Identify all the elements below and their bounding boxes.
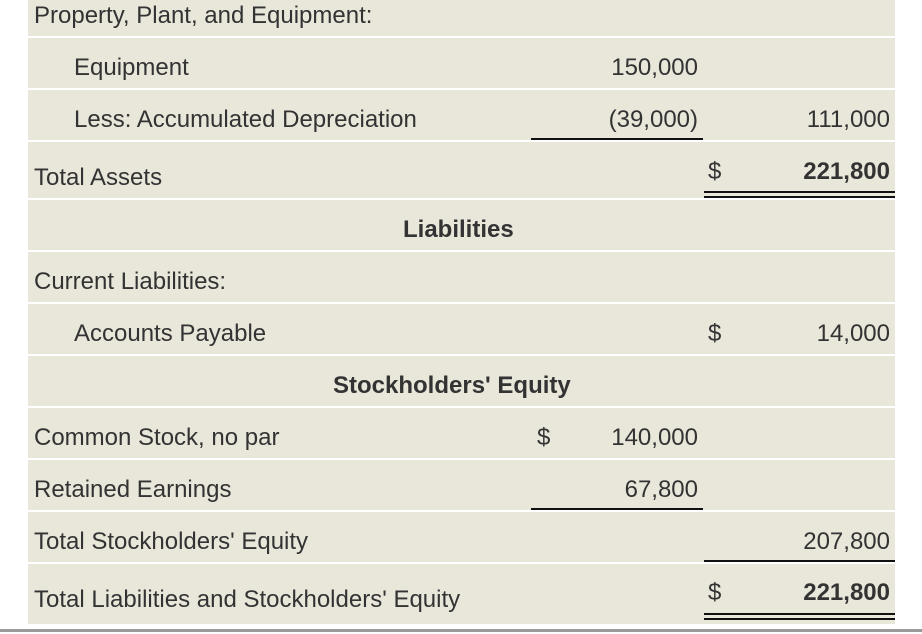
liabilities-header: Liabilities bbox=[403, 216, 514, 243]
balance-sheet: Property, Plant, and Equipment: Equipmen… bbox=[28, 0, 895, 624]
ppe-net-total: 111,000 bbox=[806, 106, 890, 133]
current-liabilities-label: Current Liabilities: bbox=[34, 268, 227, 295]
row-separator bbox=[28, 458, 895, 460]
common-stock-amount: 140,000 bbox=[611, 424, 698, 451]
row-separator bbox=[28, 88, 895, 90]
common-stock-label: Common Stock, no par bbox=[34, 424, 280, 451]
retained-earnings-label: Retained Earnings bbox=[34, 476, 232, 503]
ppe-header-label: Property, Plant, and Equipment: bbox=[34, 2, 373, 29]
row-separator bbox=[28, 562, 895, 564]
retained-earnings-amount: 67,800 bbox=[624, 476, 698, 503]
subtotal-underline bbox=[704, 560, 895, 562]
row-separator bbox=[28, 198, 895, 200]
row-separator bbox=[28, 302, 895, 304]
double-underline-bottom bbox=[704, 618, 895, 620]
row-separator bbox=[28, 140, 895, 142]
page-bottom-rule bbox=[0, 629, 922, 632]
total-assets-amount: 221,800 bbox=[803, 158, 890, 185]
total-liabilities-equity-label: Total Liabilities and Stockholders' Equi… bbox=[34, 586, 461, 613]
total-stockholders-equity-amount: 207,800 bbox=[803, 528, 890, 555]
row-separator bbox=[28, 36, 895, 38]
double-underline-top bbox=[704, 191, 895, 193]
total-assets-currency: $ bbox=[708, 158, 722, 185]
total-assets-label: Total Assets bbox=[34, 164, 163, 191]
accounts-payable-amount: 14,000 bbox=[816, 320, 890, 347]
equipment-label: Equipment bbox=[74, 54, 189, 81]
subtotal-underline bbox=[531, 138, 703, 140]
row-separator bbox=[28, 510, 895, 512]
double-underline-top bbox=[704, 613, 895, 615]
accounts-payable-currency: $ bbox=[708, 320, 722, 347]
subtotal-underline bbox=[531, 508, 703, 510]
accumulated-depreciation-label: Less: Accumulated Depreciation bbox=[74, 106, 417, 133]
common-stock-currency: $ bbox=[537, 424, 551, 451]
total-stockholders-equity-label: Total Stockholders' Equity bbox=[34, 528, 309, 555]
total-liabilities-equity-amount: 221,800 bbox=[803, 579, 890, 606]
row-separator bbox=[28, 354, 895, 356]
accumulated-depreciation-amount: (39,000) bbox=[608, 106, 698, 133]
row-separator bbox=[28, 250, 895, 252]
stockholders-equity-header: Stockholders' Equity bbox=[333, 372, 571, 399]
equipment-amount: 150,000 bbox=[611, 54, 698, 81]
total-liabilities-equity-currency: $ bbox=[708, 579, 722, 606]
double-underline-bottom bbox=[704, 196, 895, 198]
accounts-payable-label: Accounts Payable bbox=[74, 320, 267, 347]
row-separator bbox=[28, 406, 895, 408]
